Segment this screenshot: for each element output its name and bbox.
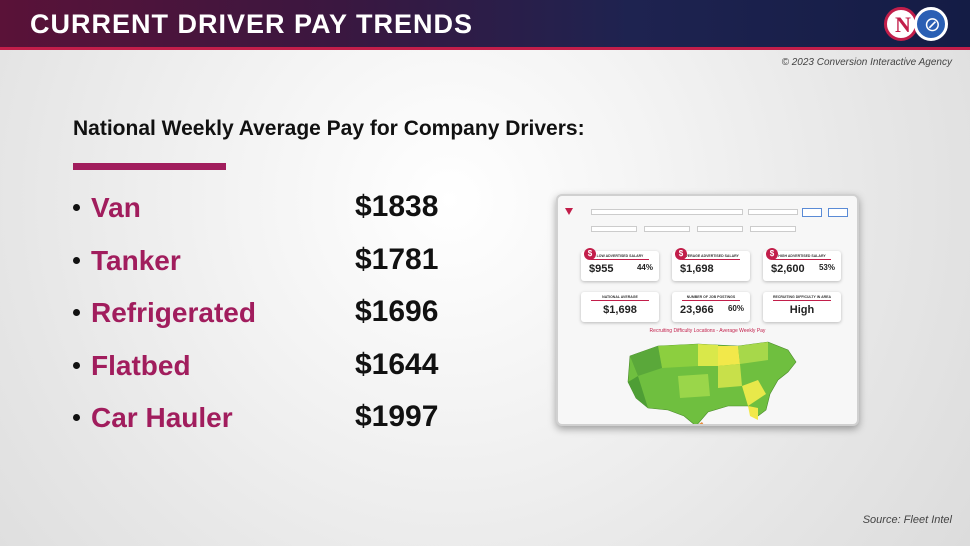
state-field — [591, 226, 637, 232]
filter-icon — [565, 208, 573, 215]
pay-amount: $1781 — [355, 242, 439, 276]
pay-row: Van $1838 — [73, 190, 473, 243]
apply-filters-button — [802, 208, 822, 217]
page-title: CURRENT DRIVER PAY TRENDS — [30, 9, 474, 39]
national-average-card: NATIONAL AVERAGE $1,698 — [581, 292, 659, 322]
dollar-icon: $ — [675, 248, 687, 260]
pay-row: Refrigerated $1696 — [73, 295, 473, 348]
dollar-icon: $ — [766, 248, 778, 260]
header-banner: CURRENT DRIVER PAY TRENDS N ⊘ — [0, 0, 970, 50]
job-postings-card: NUMBER OF JOB POSTINGS 23,966 60% — [672, 292, 750, 322]
recruiting-difficulty-card: RECRUITING DIFFICULTY IN AREA High — [763, 292, 841, 322]
bullet-icon — [73, 361, 80, 369]
dollar-icon: $ — [584, 248, 596, 260]
driver-type-field — [644, 226, 690, 232]
copyright-text: © 2023 Conversion Interactive Agency — [781, 57, 952, 68]
vehicle-label: Van — [91, 192, 141, 223]
us-map — [627, 341, 797, 424]
pay-amount: $1838 — [355, 190, 439, 223]
source-citation: Source: Fleet Intel — [862, 514, 952, 526]
dashboard-screenshot: LOW ADVERTISED SALARY $955 44% $ AVERAGE… — [556, 194, 859, 426]
home-time-field — [750, 226, 796, 232]
bullet-icon — [73, 309, 80, 316]
vehicle-label: Flatbed — [91, 349, 191, 381]
pay-amount: $1997 — [355, 400, 439, 433]
clear-filters-button — [828, 208, 848, 217]
accent-bar — [73, 163, 226, 170]
low-salary-card: LOW ADVERTISED SALARY $955 44% — [581, 251, 659, 281]
pay-row: Flatbed $1644 — [73, 348, 473, 401]
pay-list: Van $1838 Tanker $1781 Refrigerated $169… — [73, 190, 473, 453]
bullet-icon — [73, 204, 80, 211]
trailer-type-field — [697, 226, 743, 232]
map-title: Recruiting Difficulty Locations - Averag… — [649, 328, 766, 334]
section-subtitle: National Weekly Average Pay for Company … — [73, 117, 585, 140]
radius-field — [748, 209, 798, 215]
vehicle-label: Tanker — [91, 244, 181, 276]
pay-amount: $1696 — [355, 295, 439, 328]
bullet-icon — [73, 256, 80, 264]
pay-row: Tanker $1781 — [73, 243, 473, 296]
vehicle-label: Car Hauler — [91, 402, 233, 433]
pay-row: Car Hauler $1997 — [73, 400, 473, 453]
pay-amount: $1644 — [355, 347, 439, 381]
bullet-icon — [73, 414, 80, 421]
vehicle-label: Refrigerated — [91, 297, 256, 328]
brand-logo-globe: ⊘ — [914, 7, 948, 41]
city-field — [591, 209, 743, 215]
brand-logo-n: N — [884, 7, 918, 41]
